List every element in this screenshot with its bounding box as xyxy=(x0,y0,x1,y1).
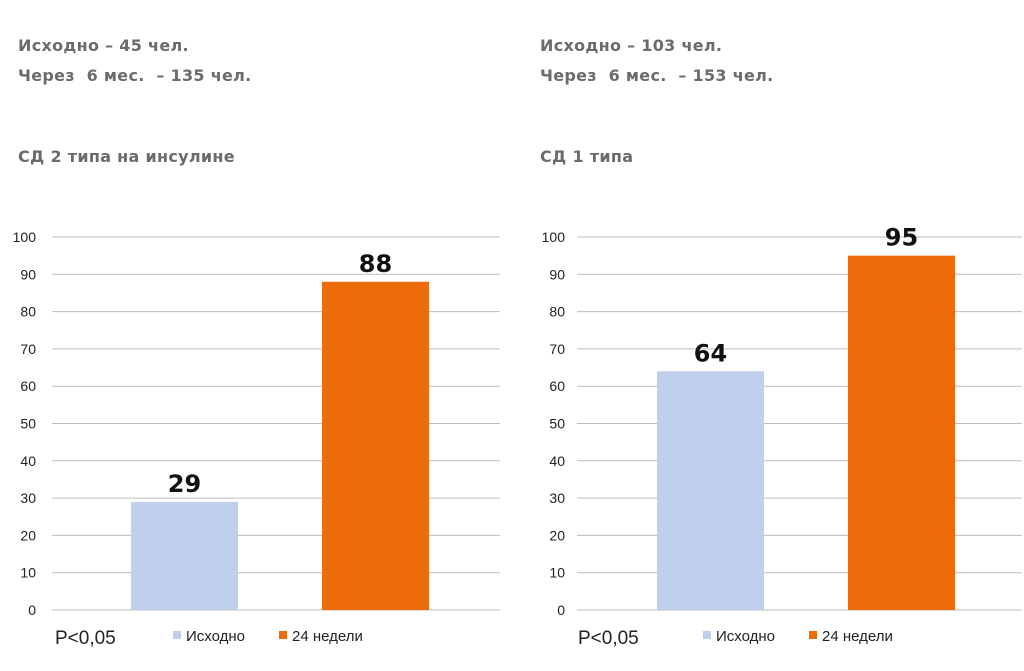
right-group-sizes-6-months: Через 6 мес. – 153 чел. xyxy=(540,66,774,85)
right-y-tick-label: 70 xyxy=(549,341,565,357)
right-y-tick-label: 30 xyxy=(549,490,565,506)
left-y-tick-label: 10 xyxy=(20,565,36,581)
left-bar-week24 xyxy=(322,281,429,610)
left-chart-title: СД 2 типа на инсулине xyxy=(18,147,235,166)
left-y-tick-label: 80 xyxy=(20,304,36,320)
left-y-tick-label: 40 xyxy=(20,453,36,469)
right-bar-week24 xyxy=(848,255,955,610)
right-y-tick-label: 100 xyxy=(542,229,566,245)
left-y-tick-label: 70 xyxy=(20,341,36,357)
left-data-label: 88 xyxy=(359,250,392,278)
left-legend-label: Исходно xyxy=(186,628,245,645)
right-y-tick-label: 20 xyxy=(549,527,565,543)
left-y-tick-label: 60 xyxy=(20,378,36,394)
right-legend-swatch xyxy=(809,631,817,639)
right-y-tick-label: 50 xyxy=(549,416,565,432)
right-data-label: 95 xyxy=(885,224,918,252)
left-legend-swatch xyxy=(279,631,287,639)
left-legend-swatch xyxy=(173,631,181,639)
right-bar-baseline xyxy=(657,371,764,610)
left-data-label: 29 xyxy=(168,470,201,498)
right-legend-swatch xyxy=(703,631,711,639)
left-y-tick-label: 20 xyxy=(20,527,36,543)
right-data-label: 64 xyxy=(694,339,727,367)
left-group-sizes-6-months: Через 6 мес. – 135 чел. xyxy=(18,66,252,85)
right-y-tick-label: 90 xyxy=(549,266,565,282)
left-legend-label: 24 недели xyxy=(292,628,363,645)
right-p-value: P<0,05 xyxy=(578,628,639,649)
left-y-tick-label: 100 xyxy=(13,229,37,245)
left-y-tick-label: 90 xyxy=(20,266,36,282)
left-y-tick-label: 50 xyxy=(20,416,36,432)
left-group-sizes-baseline: Исходно – 45 чел. xyxy=(18,36,189,55)
right-y-tick-label: 40 xyxy=(549,453,565,469)
right-group-sizes-baseline: Исходно – 103 чел. xyxy=(540,36,723,55)
left-bar-baseline xyxy=(131,501,238,610)
right-legend-label: Исходно xyxy=(716,628,775,645)
left-p-value: P<0,05 xyxy=(55,628,116,649)
right-y-tick-label: 10 xyxy=(549,565,565,581)
right-chart-title: СД 1 типа xyxy=(540,147,634,166)
right-y-tick-label: 80 xyxy=(549,304,565,320)
left-y-tick-label: 0 xyxy=(28,602,36,618)
right-legend-label: 24 недели xyxy=(822,628,893,645)
left-y-tick-label: 30 xyxy=(20,490,36,506)
right-y-tick-label: 0 xyxy=(557,602,565,618)
right-y-tick-label: 60 xyxy=(549,378,565,394)
